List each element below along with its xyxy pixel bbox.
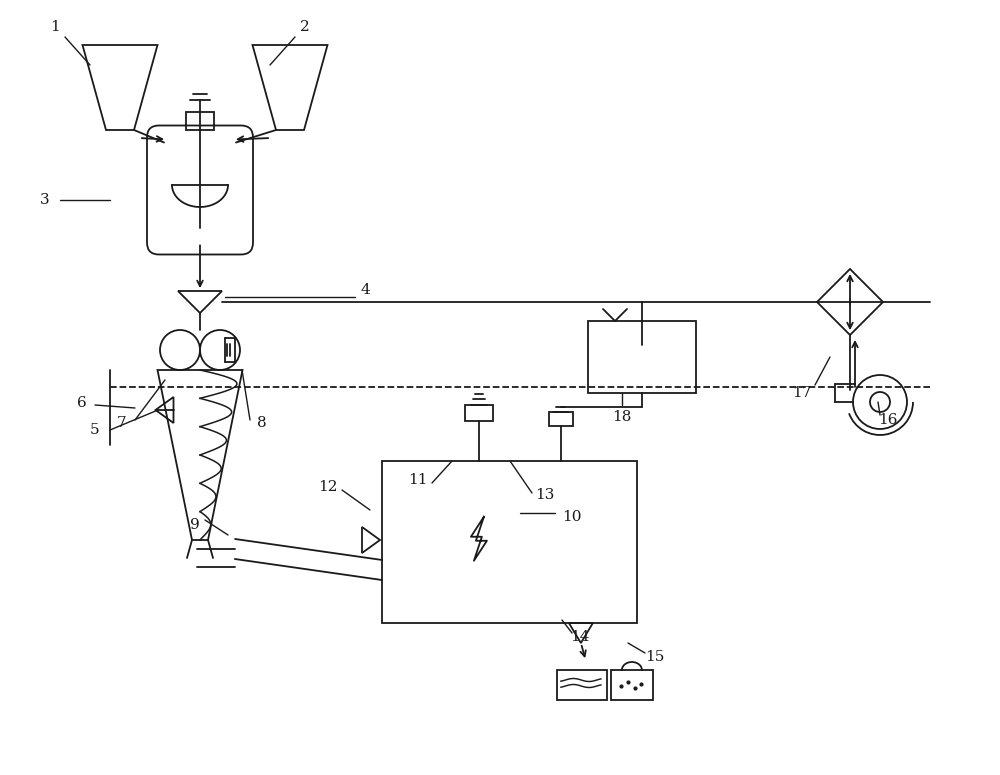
Bar xyxy=(588,321,696,393)
Text: 16: 16 xyxy=(878,413,898,427)
Text: 11: 11 xyxy=(408,473,428,487)
Text: 9: 9 xyxy=(190,518,200,532)
Text: 17: 17 xyxy=(792,386,812,400)
Text: 18: 18 xyxy=(612,410,632,424)
Text: 7: 7 xyxy=(117,416,127,430)
Bar xyxy=(548,412,572,426)
Text: 15: 15 xyxy=(645,650,665,664)
Bar xyxy=(611,670,653,700)
Bar xyxy=(186,112,214,129)
Text: 13: 13 xyxy=(535,488,555,502)
Text: 3: 3 xyxy=(40,193,50,207)
Text: 10: 10 xyxy=(562,510,582,524)
Bar xyxy=(382,461,637,623)
Text: 14: 14 xyxy=(570,630,590,644)
Text: 1: 1 xyxy=(50,20,60,34)
Text: 4: 4 xyxy=(360,283,370,297)
Text: 5: 5 xyxy=(90,423,100,437)
Bar xyxy=(557,670,607,700)
Text: 6: 6 xyxy=(77,396,87,410)
Text: 12: 12 xyxy=(318,480,338,494)
Text: 8: 8 xyxy=(257,416,267,430)
Text: 2: 2 xyxy=(300,20,310,34)
Bar xyxy=(465,405,493,421)
